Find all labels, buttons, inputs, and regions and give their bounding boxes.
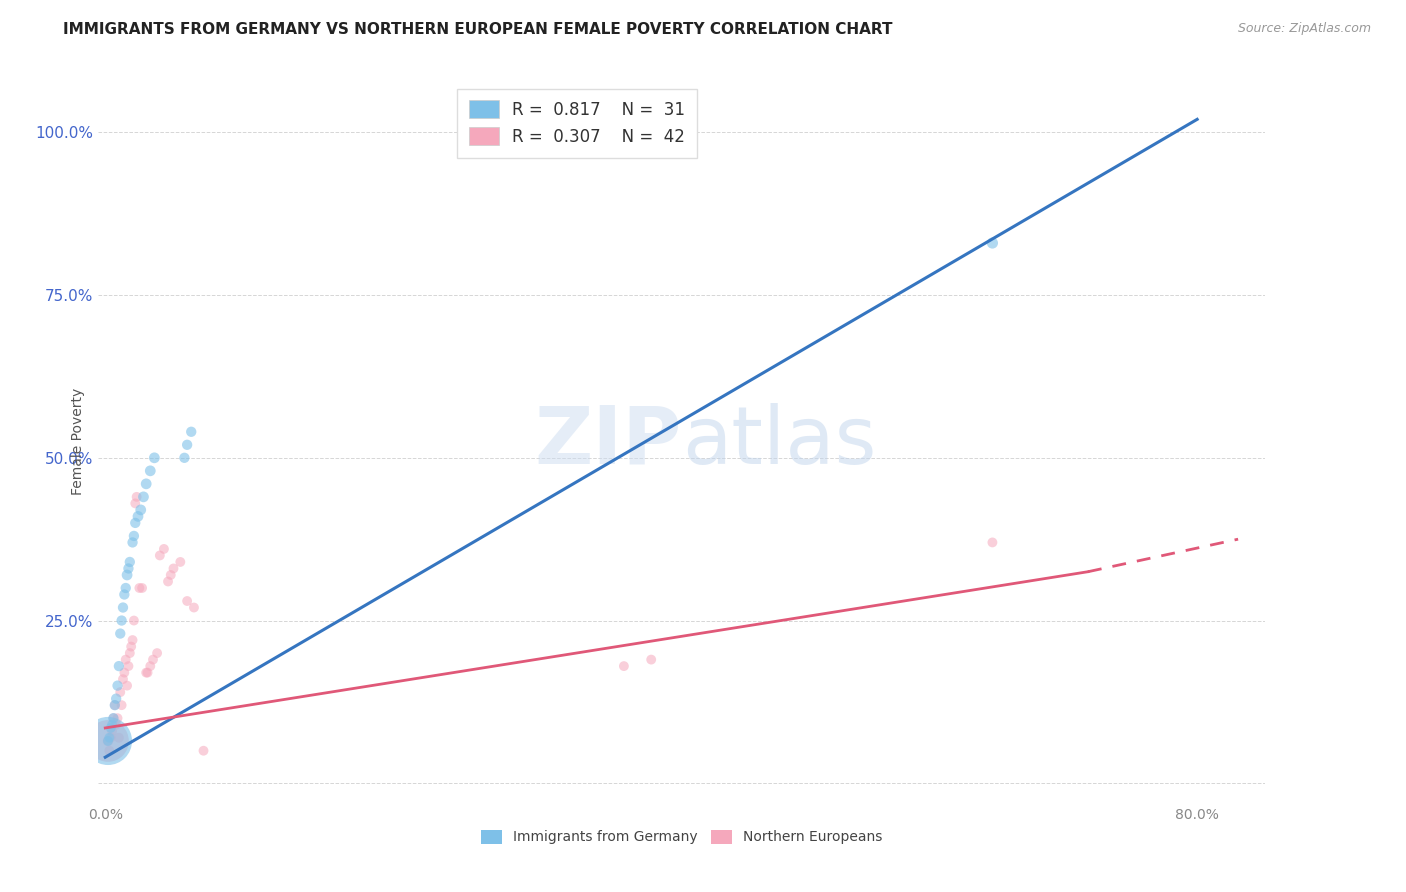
Text: atlas: atlas bbox=[682, 402, 876, 481]
Point bbox=[169, 555, 191, 569]
Point bbox=[132, 490, 155, 504]
Point bbox=[98, 731, 121, 745]
Point bbox=[139, 464, 162, 478]
Point bbox=[139, 659, 162, 673]
Point bbox=[981, 535, 1004, 549]
Point bbox=[129, 503, 152, 517]
Point bbox=[105, 717, 128, 731]
Point bbox=[114, 581, 136, 595]
Point bbox=[183, 600, 205, 615]
Point bbox=[110, 626, 132, 640]
Point bbox=[111, 698, 134, 713]
Point bbox=[101, 717, 124, 731]
Point bbox=[104, 698, 127, 713]
Point bbox=[115, 568, 138, 582]
Point bbox=[135, 476, 157, 491]
Point bbox=[149, 549, 172, 563]
Point bbox=[118, 555, 141, 569]
Point bbox=[107, 679, 129, 693]
Point bbox=[111, 600, 134, 615]
Point bbox=[111, 614, 134, 628]
Point bbox=[613, 659, 636, 673]
Point bbox=[135, 665, 157, 680]
Y-axis label: Female Poverty: Female Poverty bbox=[70, 388, 84, 495]
Text: IMMIGRANTS FROM GERMANY VS NORTHERN EUROPEAN FEMALE POVERTY CORRELATION CHART: IMMIGRANTS FROM GERMANY VS NORTHERN EURO… bbox=[63, 22, 893, 37]
Point bbox=[97, 734, 120, 748]
Point bbox=[981, 235, 1004, 250]
Point bbox=[108, 731, 131, 745]
Point bbox=[153, 541, 176, 556]
Point bbox=[131, 581, 153, 595]
Point bbox=[101, 724, 124, 739]
Point bbox=[128, 581, 150, 595]
Point bbox=[143, 450, 166, 465]
Point bbox=[117, 659, 139, 673]
Point bbox=[124, 496, 146, 510]
Point bbox=[122, 614, 145, 628]
Point bbox=[146, 646, 169, 660]
Legend: Immigrants from Germany, Northern Europeans: Immigrants from Germany, Northern Europe… bbox=[475, 824, 889, 850]
Point bbox=[103, 711, 125, 725]
Point bbox=[105, 691, 128, 706]
Point bbox=[173, 450, 195, 465]
Point bbox=[122, 529, 145, 543]
Text: ZIP: ZIP bbox=[534, 402, 682, 481]
Point bbox=[193, 744, 215, 758]
Point bbox=[124, 516, 146, 530]
Point bbox=[112, 665, 135, 680]
Point bbox=[97, 734, 120, 748]
Point bbox=[97, 734, 120, 748]
Point bbox=[176, 438, 198, 452]
Point bbox=[118, 646, 141, 660]
Point bbox=[120, 640, 142, 654]
Point bbox=[176, 594, 198, 608]
Point bbox=[107, 711, 129, 725]
Point bbox=[180, 425, 202, 439]
Point bbox=[115, 679, 138, 693]
Point bbox=[121, 535, 143, 549]
Point bbox=[127, 509, 149, 524]
Point bbox=[100, 731, 122, 745]
Point bbox=[142, 652, 165, 666]
Point bbox=[117, 561, 139, 575]
Point bbox=[100, 721, 122, 735]
Point bbox=[114, 652, 136, 666]
Point bbox=[103, 711, 125, 725]
Point bbox=[125, 490, 148, 504]
Point bbox=[110, 685, 132, 699]
Point bbox=[108, 659, 131, 673]
Point bbox=[640, 652, 662, 666]
Point bbox=[98, 744, 121, 758]
Point bbox=[97, 734, 120, 748]
Point bbox=[157, 574, 180, 589]
Point bbox=[104, 698, 127, 713]
Point bbox=[159, 568, 181, 582]
Point bbox=[111, 672, 134, 686]
Point bbox=[136, 665, 159, 680]
Point bbox=[162, 561, 184, 575]
Point bbox=[112, 587, 135, 601]
Text: Source: ZipAtlas.com: Source: ZipAtlas.com bbox=[1237, 22, 1371, 36]
Point bbox=[121, 633, 143, 648]
